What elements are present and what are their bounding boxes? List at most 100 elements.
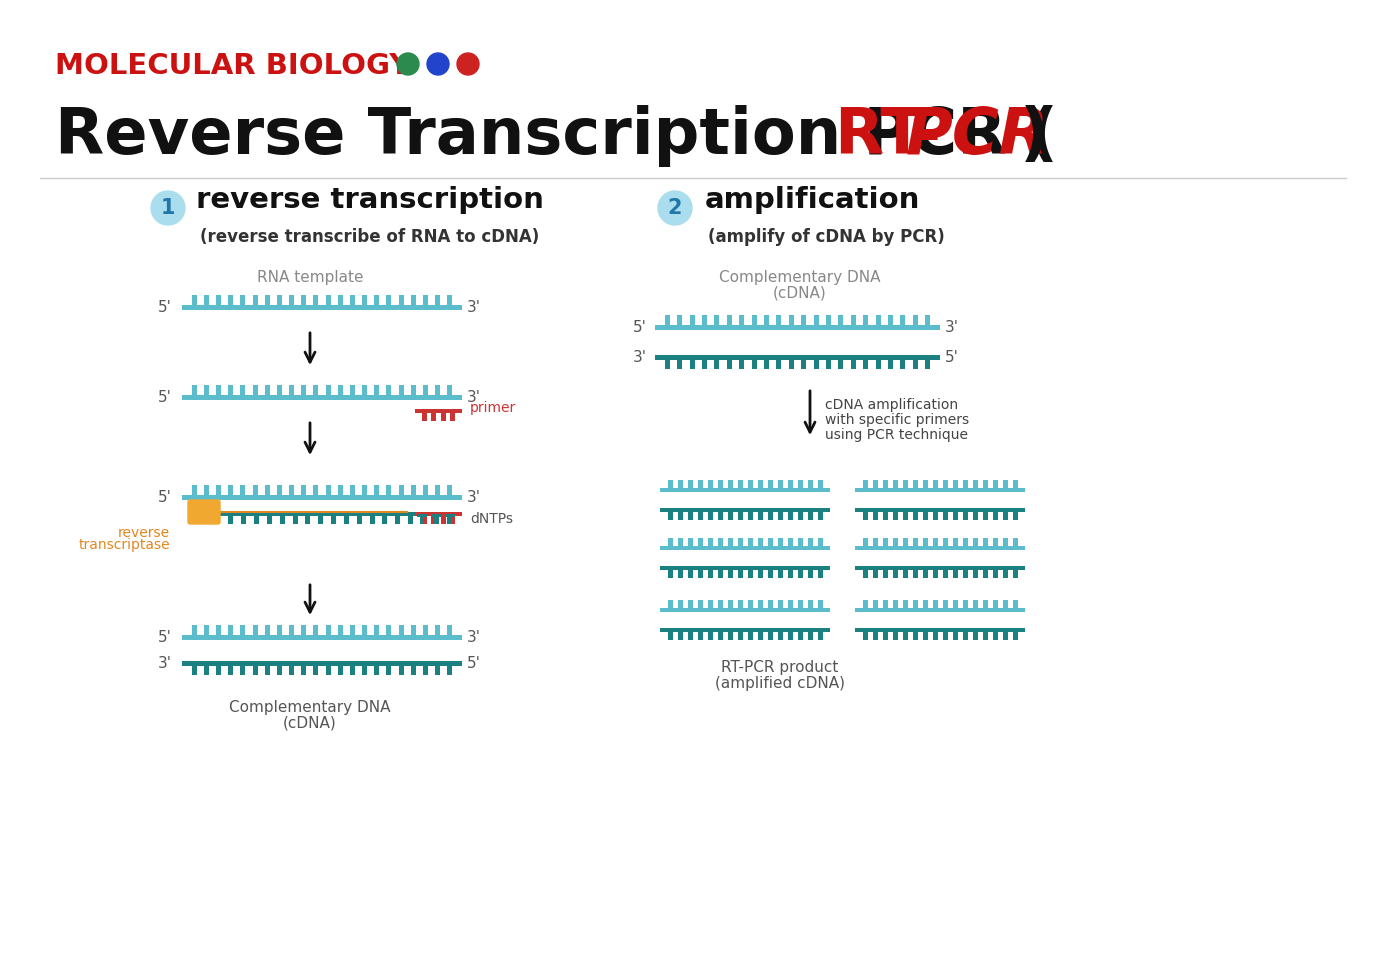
Bar: [204, 385, 209, 396]
Bar: [818, 600, 822, 608]
Bar: [855, 566, 1026, 570]
Text: Complementary DNA: Complementary DNA: [719, 270, 880, 285]
Text: with specific primers: with specific primers: [825, 413, 969, 427]
Bar: [395, 516, 401, 524]
Bar: [808, 538, 812, 546]
Text: 3': 3': [158, 657, 172, 671]
Bar: [374, 485, 380, 496]
Bar: [290, 385, 294, 396]
Bar: [344, 516, 349, 524]
Bar: [292, 516, 298, 524]
Bar: [737, 538, 743, 546]
Bar: [697, 512, 703, 520]
Bar: [768, 480, 772, 488]
Text: amplification: amplification: [705, 186, 920, 214]
Bar: [924, 316, 930, 325]
Bar: [818, 512, 822, 520]
Bar: [797, 600, 802, 608]
Bar: [338, 385, 342, 396]
Bar: [687, 600, 693, 608]
Bar: [818, 570, 822, 578]
Bar: [1002, 570, 1008, 578]
Bar: [942, 600, 948, 608]
Bar: [913, 361, 918, 369]
Bar: [1013, 632, 1017, 640]
Bar: [435, 625, 441, 635]
Bar: [191, 485, 197, 496]
Bar: [797, 570, 802, 578]
Bar: [714, 361, 719, 369]
Bar: [687, 512, 693, 520]
Text: (cDNA): (cDNA): [773, 285, 827, 300]
Bar: [797, 632, 802, 640]
Bar: [1002, 600, 1008, 608]
Bar: [768, 600, 772, 608]
Bar: [992, 632, 998, 640]
Bar: [883, 600, 887, 608]
Text: reverse transcription: reverse transcription: [195, 186, 543, 214]
Bar: [992, 480, 998, 488]
Bar: [776, 316, 782, 325]
Bar: [952, 632, 958, 640]
Bar: [338, 296, 342, 306]
Bar: [660, 546, 830, 550]
Bar: [992, 570, 998, 578]
Bar: [668, 600, 672, 608]
Bar: [737, 570, 743, 578]
Bar: [349, 625, 355, 635]
FancyBboxPatch shape: [188, 500, 220, 524]
Bar: [855, 488, 1026, 492]
Bar: [435, 296, 441, 306]
Text: (amplified cDNA): (amplified cDNA): [715, 676, 845, 691]
Bar: [290, 625, 294, 635]
Bar: [933, 512, 937, 520]
Bar: [687, 632, 693, 640]
Bar: [450, 516, 455, 524]
Text: 5': 5': [158, 301, 172, 316]
Circle shape: [427, 53, 449, 75]
Bar: [952, 538, 958, 546]
Bar: [313, 385, 319, 396]
Bar: [747, 538, 753, 546]
Bar: [876, 361, 880, 369]
Text: PCR: PCR: [906, 105, 1049, 167]
Bar: [448, 625, 452, 635]
Bar: [826, 361, 832, 369]
Bar: [313, 296, 319, 306]
Bar: [873, 480, 877, 488]
Bar: [962, 480, 967, 488]
Bar: [326, 625, 331, 635]
Bar: [313, 485, 319, 496]
Bar: [912, 538, 918, 546]
Bar: [435, 385, 441, 396]
Bar: [814, 361, 819, 369]
Bar: [399, 625, 403, 635]
Bar: [787, 600, 793, 608]
Bar: [370, 516, 374, 524]
Bar: [331, 516, 335, 524]
Bar: [855, 546, 1026, 550]
Bar: [973, 632, 977, 640]
Bar: [1013, 480, 1017, 488]
Bar: [252, 296, 258, 306]
Bar: [973, 570, 977, 578]
Bar: [758, 600, 762, 608]
Bar: [751, 361, 757, 369]
Bar: [707, 600, 712, 608]
Bar: [229, 485, 233, 496]
Text: 5': 5': [158, 491, 172, 506]
Bar: [326, 485, 331, 496]
Bar: [718, 480, 722, 488]
Circle shape: [457, 53, 480, 75]
Bar: [973, 538, 977, 546]
Bar: [668, 632, 672, 640]
Bar: [787, 512, 793, 520]
Bar: [431, 413, 437, 421]
Bar: [912, 600, 918, 608]
Bar: [290, 485, 294, 496]
Bar: [660, 508, 830, 512]
Bar: [229, 516, 233, 524]
Bar: [410, 666, 416, 675]
Bar: [862, 570, 868, 578]
Bar: [983, 570, 987, 578]
